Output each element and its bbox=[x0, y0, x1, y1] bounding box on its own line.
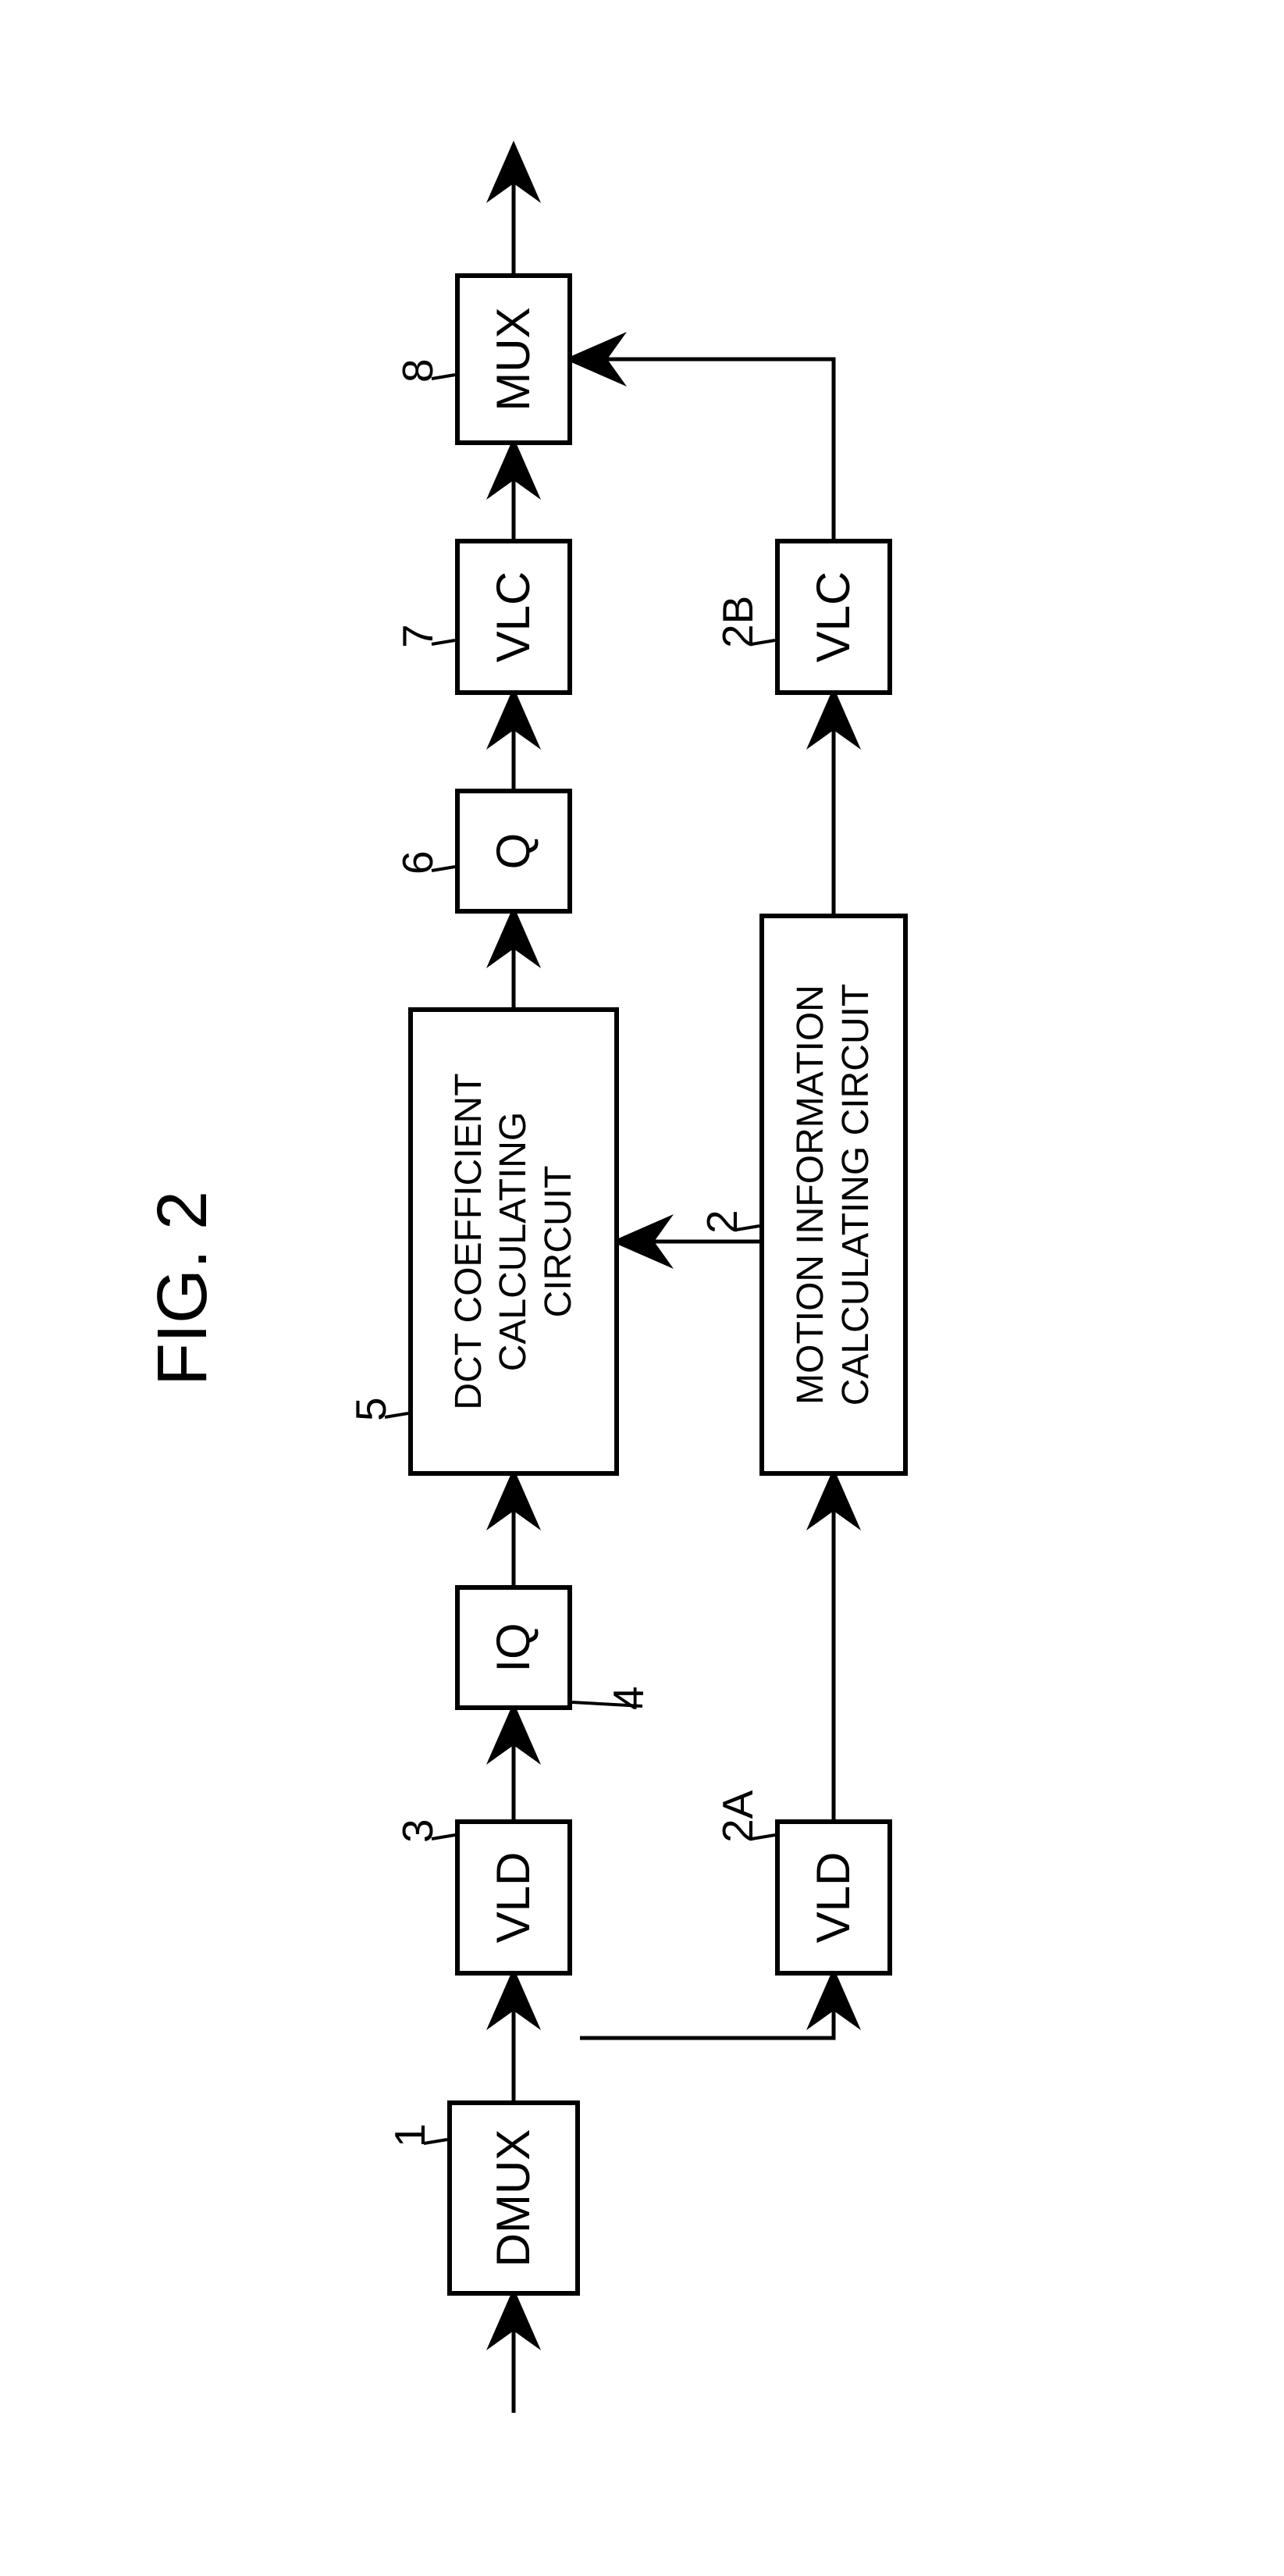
mux-label: MUX bbox=[486, 307, 542, 411]
motion-label: MOTION INFORMATION CALCULATING CIRCUIT bbox=[788, 983, 878, 1406]
dct-block: DCT COEFFICIENT CALCULATING CIRCUIT bbox=[408, 1007, 619, 1476]
mux-block: MUX bbox=[455, 273, 572, 445]
vlc7-label: VLC bbox=[486, 571, 542, 662]
dmux-label: DMUX bbox=[486, 2129, 542, 2267]
vlc2b-block: VLC bbox=[775, 539, 892, 695]
motion-block: MOTION INFORMATION CALCULATING CIRCUIT bbox=[759, 914, 908, 1476]
q-label: Q bbox=[486, 832, 542, 869]
mux-num: 8 bbox=[393, 358, 443, 383]
vld2a-label: VLD bbox=[806, 1851, 862, 1943]
vld3-num: 3 bbox=[393, 1819, 443, 1843]
arrows-layer bbox=[96, 117, 1189, 2460]
dct-label: DCT COEFFICIENT CALCULATING CIRCUIT bbox=[446, 1073, 581, 1409]
vld3-label: VLD bbox=[486, 1851, 542, 1943]
q-block: Q bbox=[455, 789, 572, 914]
iq-num: 4 bbox=[603, 1686, 653, 1710]
iq-block: IQ bbox=[455, 1585, 572, 1710]
vld3-block: VLD bbox=[455, 1819, 572, 1976]
vlc2b-num: 2B bbox=[713, 595, 763, 647]
dct-num: 5 bbox=[346, 1397, 396, 1421]
block-diagram: FIG. 2 DMUX 1 VLD 3 IQ 4 DCT COEFFICIENT… bbox=[96, 117, 1189, 2460]
vlc2b-label: VLC bbox=[806, 571, 862, 662]
vlc7-block: VLC bbox=[455, 539, 572, 695]
vld2a-num: 2A bbox=[713, 1790, 763, 1842]
dmux-num: 1 bbox=[385, 2123, 435, 2147]
motion-num: 2 bbox=[697, 1210, 747, 1234]
q-num: 6 bbox=[393, 850, 443, 875]
iq-label: IQ bbox=[486, 1623, 542, 1672]
dmux-block: DMUX bbox=[447, 2100, 580, 2296]
vld2a-block: VLD bbox=[775, 1819, 892, 1976]
vlc7-num: 7 bbox=[393, 624, 443, 648]
